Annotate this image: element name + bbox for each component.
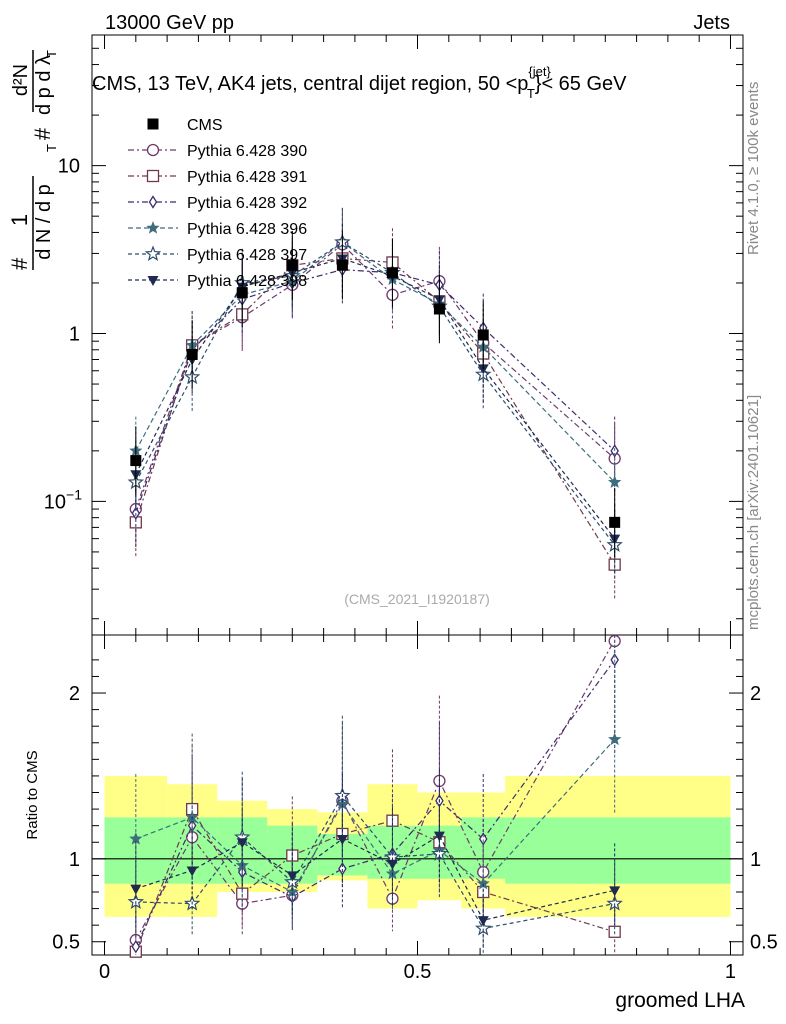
ratio-bands xyxy=(92,775,743,917)
main-ytick-label: 10−1 xyxy=(44,486,82,513)
ratio-marker-s396 xyxy=(476,876,490,890)
main-ylabel-sub-t2: T xyxy=(44,50,59,58)
ratio-axis-ticks: 0.5 0.5 1 1 2 2 0 0.5 1 xyxy=(52,635,778,983)
main-series xyxy=(127,207,623,599)
analysis-watermark: (CMS_2021_I1920187) xyxy=(344,591,490,607)
marker-s398 xyxy=(477,364,489,375)
ratio-marker-s396 xyxy=(285,884,299,898)
ratio-line-s397 xyxy=(135,794,615,930)
marker-cms xyxy=(433,303,445,315)
x-axis-label: groomed LHA xyxy=(615,989,745,1012)
legend-marker-s398 xyxy=(147,276,159,286)
main-ylabel-numerator: d²N xyxy=(10,64,32,96)
series-cms xyxy=(130,230,621,557)
ratio-ytick-label-right: 2 xyxy=(750,683,761,705)
legend-label-s390: Pythia 6.428 390 xyxy=(187,143,307,160)
ratio-line-s396 xyxy=(135,739,616,893)
marker-s396 xyxy=(608,475,622,488)
legend-label-s396: Pythia 6.428 396 xyxy=(187,221,307,238)
series-line-s391 xyxy=(135,257,616,565)
ratio-series xyxy=(127,634,623,958)
legend-marker-s392 xyxy=(148,195,158,209)
ratio-marker-s398 xyxy=(236,838,248,849)
legend-label-s392: Pythia 6.428 392 xyxy=(187,195,307,212)
marker-cms xyxy=(130,455,142,467)
marker-cms xyxy=(286,259,298,271)
series-line-s392 xyxy=(135,269,616,514)
x-tick-label: 0 xyxy=(99,961,110,983)
ratio-ytick-label-left: 2 xyxy=(69,683,80,705)
ratio-marker-s398 xyxy=(433,831,445,842)
ratio-marker-s398 xyxy=(477,916,489,927)
ratio-marker-s398 xyxy=(186,866,198,877)
marker-cms xyxy=(477,329,489,341)
legend-label-s391: Pythia 6.428 391 xyxy=(187,169,307,186)
ratio-line-s392 xyxy=(135,659,616,947)
plot-title: CMS, 13 TeV, AK4 jets, central dijet reg… xyxy=(92,64,627,101)
ratio-series-s398 xyxy=(130,769,621,948)
ratio-band-inner xyxy=(505,817,731,884)
ratio-line-s390 xyxy=(135,639,616,941)
marker-cms xyxy=(336,259,348,271)
ratio-marker-s398 xyxy=(286,871,298,882)
main-ylabel-one: 1 xyxy=(7,214,32,226)
ratio-marker-s398 xyxy=(386,859,398,870)
main-ylabel-denominator: d N / d p xyxy=(33,184,55,260)
main-ylabel-sub-t: T xyxy=(44,144,59,152)
main-ylabel-hash: # xyxy=(30,127,55,140)
main-ytick-label: 1 xyxy=(69,324,80,346)
legend: CMS Pythia 6.428 390 Pythia 6.428 391 Pythi… xyxy=(128,117,307,290)
main-ylabel: # 1 d N / d p # d²N d p d λ xyxy=(7,50,55,270)
marker-cms xyxy=(609,516,621,528)
ratio-ytick-label-left: 1 xyxy=(69,849,80,871)
rivet-version: Rivet 4.1.0, ≥ 100k events xyxy=(745,82,762,255)
legend-marker-cms xyxy=(147,118,159,130)
ratio-marker-s396 xyxy=(608,732,622,746)
legend-marker-s390 xyxy=(146,143,160,157)
ratio-marker-s397 xyxy=(606,894,623,911)
ratio-ylabel: Ratio to CMS xyxy=(24,750,41,839)
series-line-s398 xyxy=(135,257,616,539)
marker-cms xyxy=(236,287,248,299)
ratio-ytick-label-right: 1 xyxy=(750,849,761,871)
ratio-marker-s398 xyxy=(336,834,348,845)
ratio-ytick-label-right: 0.5 xyxy=(750,932,778,954)
legend-marker-s391 xyxy=(146,169,160,183)
x-tick-label: 0.5 xyxy=(404,961,432,983)
main-ylabel-denominator-2: d p d λ xyxy=(33,55,55,115)
main-axis-ticks: 10−1 1 10 xyxy=(44,34,743,635)
legend-label-cms: CMS xyxy=(187,117,223,134)
ratio-marker-s392 xyxy=(131,939,141,954)
ratio-marker-s398 xyxy=(609,886,621,897)
legend-marker-s396 xyxy=(146,221,160,234)
legend-marker-s397 xyxy=(144,245,162,262)
ratio-ytick-label-left: 0.5 xyxy=(52,932,80,954)
main-ytick-label: 10 xyxy=(58,156,80,178)
legend-label-s398: Pythia 6.428 398 xyxy=(187,273,307,290)
header-left: 13000 GeV pp xyxy=(105,12,234,34)
marker-cms xyxy=(186,348,198,360)
mcplots-credit: mcplots.cern.ch [arXiv:2401.10621] xyxy=(745,395,762,630)
legend-label-s397: Pythia 6.428 397 xyxy=(187,247,307,264)
ratio-marker-s398 xyxy=(130,884,142,895)
marker-cms xyxy=(386,267,398,279)
header-right: Jets xyxy=(693,12,730,34)
x-tick-label: 1 xyxy=(725,961,736,983)
ratio-marker-s396 xyxy=(129,831,143,845)
main-ylabel-text: # xyxy=(7,257,32,270)
